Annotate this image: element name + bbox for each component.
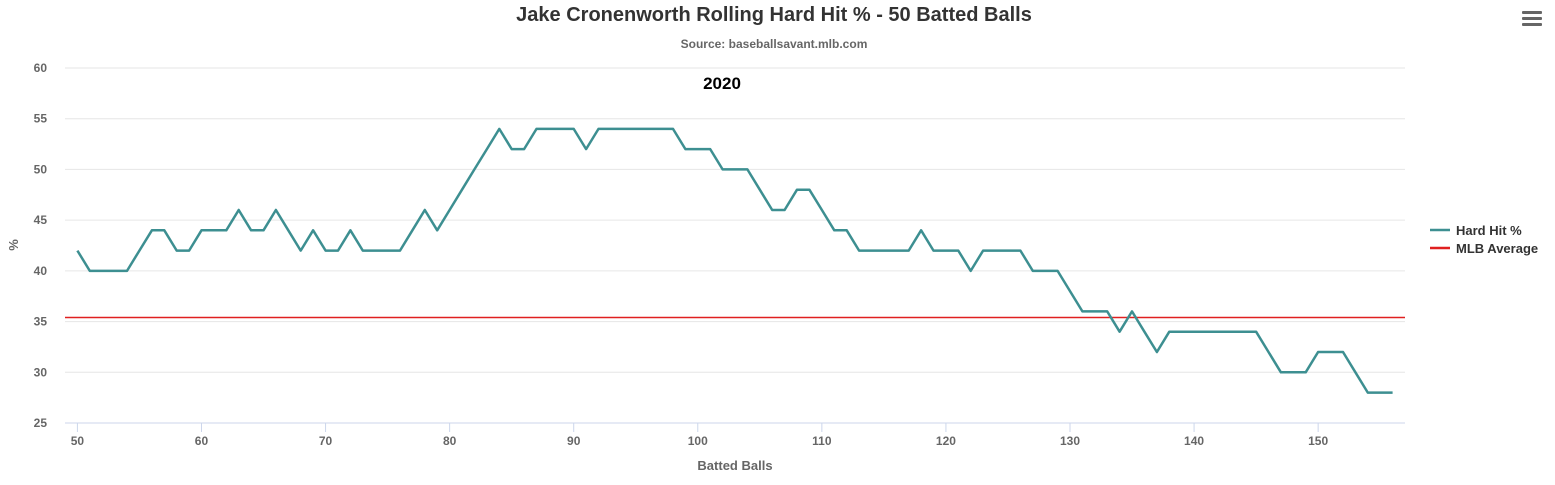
x-tick-label: 100 <box>688 434 708 448</box>
x-tick-label: 70 <box>319 434 333 448</box>
chart-title: Jake Cronenworth Rolling Hard Hit % - 50… <box>516 4 1032 26</box>
x-tick-label: 150 <box>1308 434 1328 448</box>
y-tick-label: 45 <box>34 213 48 227</box>
y-tick-label: 25 <box>34 416 48 430</box>
legend-label-hard-hit[interactable]: Hard Hit % <box>1456 223 1522 238</box>
x-tick-label: 80 <box>443 434 457 448</box>
y-tick-label: 35 <box>34 315 48 329</box>
x-tick-label: 140 <box>1184 434 1204 448</box>
legend: Hard Hit % MLB Average <box>1430 223 1538 256</box>
hamburger-menu-icon[interactable] <box>1519 8 1545 30</box>
x-tick-label: 120 <box>936 434 956 448</box>
grid-lines <box>65 67 1405 373</box>
y-tick-label: 30 <box>34 365 48 379</box>
x-tick-label: 130 <box>1060 434 1080 448</box>
y-tick-label: 60 <box>34 61 48 75</box>
legend-label-mlb-average[interactable]: MLB Average <box>1456 241 1538 256</box>
series-group <box>65 127 1405 394</box>
series-line-hard-hit <box>76 127 1393 394</box>
x-axis-ticks: 50 60 70 80 90 100 110 120 130 140 150 <box>71 423 1328 448</box>
x-tick-label: 50 <box>71 434 85 448</box>
x-tick-label: 90 <box>567 434 581 448</box>
y-tick-label: 40 <box>34 264 48 278</box>
chart-subtitle: Source: baseballsavant.mlb.com <box>681 37 868 51</box>
y-axis-title: % <box>6 239 21 251</box>
y-tick-label: 55 <box>34 112 48 126</box>
x-tick-label: 60 <box>195 434 209 448</box>
y-tick-label: 50 <box>34 162 48 176</box>
season-annotation: 2020 <box>703 74 741 93</box>
y-axis-ticks: 25 30 35 40 45 50 55 60 <box>34 61 48 430</box>
x-tick-label: 110 <box>812 434 832 448</box>
x-axis-title: Batted Balls <box>697 458 772 473</box>
